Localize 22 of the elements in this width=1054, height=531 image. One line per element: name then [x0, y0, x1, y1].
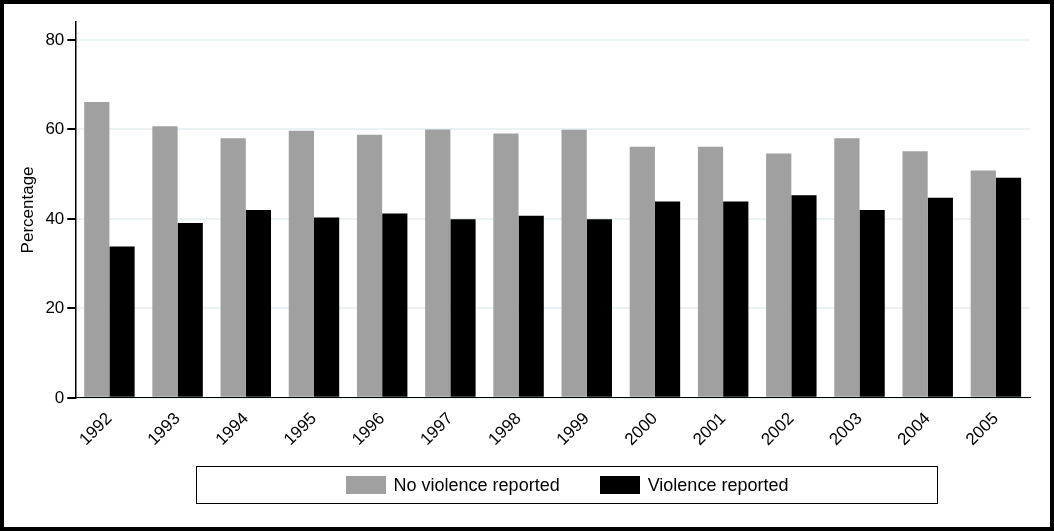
bar [697, 146, 724, 397]
y-tick-label: 80 [45, 29, 65, 49]
y-axis-title: Percentage [17, 166, 37, 254]
y-tick-label: 60 [45, 119, 65, 139]
bar [220, 138, 246, 397]
bar [561, 129, 587, 397]
y-tick-label: 40 [45, 208, 65, 228]
y-tick-label: 20 [45, 298, 65, 318]
legend-label: No violence reported [393, 474, 560, 496]
bar [493, 133, 519, 397]
bar [766, 153, 792, 397]
bar [629, 146, 655, 397]
bar [834, 138, 860, 397]
legend-label: Violence reported [647, 474, 789, 496]
bar [902, 151, 928, 397]
bar [970, 170, 996, 397]
bar [84, 102, 110, 397]
bar [356, 134, 383, 397]
bar [288, 130, 314, 397]
y-tick-label: 0 [54, 387, 65, 407]
bar [152, 126, 178, 397]
bar [425, 129, 451, 397]
